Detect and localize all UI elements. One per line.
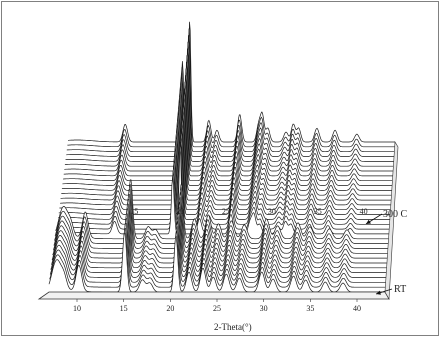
tick-group: 10 15 20 25 30 35 40 15 20 25 30 35 40 <box>73 207 368 313</box>
trace-line <box>67 28 395 148</box>
trace-line <box>52 198 388 259</box>
trace-line <box>63 75 393 182</box>
trace-line <box>57 135 390 225</box>
trace-fill <box>53 199 388 259</box>
trace-fill <box>49 228 386 288</box>
trace-line <box>68 21 395 143</box>
trace-line <box>61 88 392 191</box>
trace-line <box>49 223 386 283</box>
trace-fill <box>66 35 395 152</box>
tick-label-front: 20 <box>166 304 174 313</box>
tick-label-front: 15 <box>120 304 128 313</box>
trace-line <box>50 218 386 278</box>
tick-label-upper: 15 <box>130 207 138 216</box>
trace-line <box>58 121 391 215</box>
trace-fill <box>51 213 387 273</box>
trace-line <box>64 55 394 167</box>
trace-line <box>54 189 388 249</box>
tick-label-front: 25 <box>213 304 221 313</box>
arrow-rt-head <box>376 290 381 295</box>
trace-line <box>66 35 395 153</box>
trace-line <box>60 101 392 201</box>
trace-fill <box>50 218 387 278</box>
tick-label-upper: 35 <box>314 207 322 216</box>
trace-fill <box>53 194 388 254</box>
trace-line <box>58 128 390 220</box>
tick-label-upper: 20 <box>176 207 184 216</box>
xrd-waterfall-chart: 10 15 20 25 30 35 40 15 20 25 30 35 40 2-Theta(°) 30… <box>37 21 408 332</box>
trace-line <box>53 194 388 254</box>
label-group: 2-Theta(°) 300 C RT <box>214 209 408 332</box>
trace-fill <box>62 81 393 186</box>
trace-fill <box>67 28 395 147</box>
tick-label-front: 35 <box>306 304 314 313</box>
trace-group <box>48 21 395 293</box>
trace-line <box>55 179 389 240</box>
trace-fill <box>66 41 394 157</box>
trace-line <box>66 41 394 157</box>
trace-fill <box>64 61 394 171</box>
tick-label-upper: 25 <box>222 207 230 216</box>
trace-fill <box>55 179 389 239</box>
trace-fill <box>68 21 395 142</box>
tick-label-front: 10 <box>73 304 81 313</box>
tick-label-upper: 30 <box>268 207 276 216</box>
base-side <box>384 141 399 301</box>
trace-fill <box>64 55 394 167</box>
trace-line <box>61 95 392 196</box>
x-axis-label: 2-Theta(°) <box>214 322 252 332</box>
trace-fill <box>50 223 386 283</box>
trace-line <box>51 208 387 269</box>
trace-fill <box>52 204 387 263</box>
trace-line <box>59 115 391 211</box>
trace-fill <box>54 189 388 249</box>
trace-fill <box>55 184 389 244</box>
trace-fill <box>63 75 393 181</box>
tick-label-upper: 40 <box>360 207 368 216</box>
trace-line <box>49 227 386 288</box>
trace-line <box>52 203 387 264</box>
trace-line <box>64 61 394 172</box>
trace-fill <box>63 68 393 176</box>
trace-fill <box>61 95 392 196</box>
annotation-300c: 300 C <box>383 209 408 220</box>
base-slab <box>37 291 390 300</box>
trace-line <box>57 141 390 230</box>
base-platform <box>37 141 399 301</box>
arrow-group <box>365 213 393 295</box>
trace-fill <box>61 88 392 191</box>
trace-fill <box>58 121 391 215</box>
tick-label-front: 40 <box>353 304 361 313</box>
trace-line <box>60 108 391 206</box>
trace-line <box>63 68 393 177</box>
trace-fill <box>49 233 385 292</box>
trace-line <box>62 81 393 186</box>
trace-line <box>65 48 394 162</box>
tick-label-front: 30 <box>260 304 268 313</box>
annotation-rt: RT <box>394 284 406 295</box>
trace-line <box>54 184 389 244</box>
trace-fill <box>52 208 387 268</box>
arrow-300c-head <box>366 219 371 224</box>
trace-fill <box>65 48 394 162</box>
trace-line <box>51 213 387 273</box>
chart-figure: 10 15 20 25 30 35 40 15 20 25 30 35 40 2-Theta(°) 30… <box>1 1 439 336</box>
